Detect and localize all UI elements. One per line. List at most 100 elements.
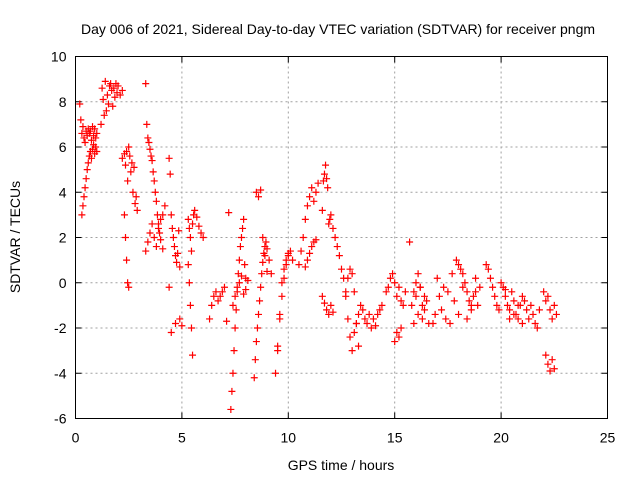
data-point <box>327 301 335 309</box>
data-point <box>132 193 140 201</box>
data-point <box>148 157 156 165</box>
data-point <box>420 306 428 314</box>
x-axis-title: GPS time / hours <box>288 457 395 473</box>
data-point <box>503 301 511 309</box>
data-point <box>389 270 397 278</box>
data-point <box>199 234 207 241</box>
data-point <box>229 369 237 377</box>
data-point <box>523 306 531 314</box>
data-point <box>149 168 157 176</box>
data-point <box>174 249 182 257</box>
data-point <box>297 247 305 255</box>
data-point <box>326 215 334 223</box>
data-point <box>151 188 159 196</box>
data-point <box>461 279 469 287</box>
data-point <box>501 286 509 294</box>
data-point <box>544 360 552 368</box>
data-point <box>252 188 260 196</box>
data-point <box>111 93 119 101</box>
data-point <box>123 148 131 156</box>
data-point <box>280 265 288 273</box>
data-point <box>474 301 482 309</box>
data-point <box>363 319 371 327</box>
data-point <box>548 356 556 364</box>
data-point <box>272 369 280 377</box>
data-point <box>465 297 473 305</box>
data-point <box>175 227 183 235</box>
data-point <box>178 322 186 330</box>
data-point <box>189 220 197 228</box>
data-point <box>508 288 516 296</box>
data-point <box>154 224 162 232</box>
data-point <box>265 256 273 264</box>
data-point <box>493 301 501 309</box>
data-point <box>312 188 320 196</box>
data-point <box>410 288 418 296</box>
data-point <box>276 310 284 318</box>
x-tick-label: 0 <box>72 430 80 446</box>
data-point <box>84 159 92 167</box>
data-point <box>168 224 176 232</box>
data-point <box>282 256 290 264</box>
data-point <box>142 80 150 88</box>
data-point <box>518 319 526 327</box>
y-tick-label: -4 <box>54 365 67 381</box>
data-point <box>125 143 133 151</box>
data-point <box>550 365 558 373</box>
data-point <box>191 206 199 214</box>
data-point <box>444 288 452 296</box>
data-point <box>372 322 380 330</box>
grid-lines <box>75 56 608 419</box>
data-point <box>91 125 99 133</box>
data-point <box>329 224 337 232</box>
data-point <box>325 220 333 228</box>
data-point <box>314 179 322 187</box>
data-point <box>455 261 463 269</box>
data-point <box>259 258 267 266</box>
data-point <box>318 292 326 300</box>
y-tick-label: 6 <box>59 139 67 155</box>
data-point <box>93 148 101 156</box>
data-point <box>114 82 122 90</box>
y-tick-label: 10 <box>51 49 67 65</box>
data-point <box>242 286 250 294</box>
data-point <box>206 315 214 323</box>
data-point <box>167 211 175 219</box>
y-tick-labels: -6 -4 -2 0 2 4 6 8 10 <box>51 49 67 427</box>
data-point <box>257 283 265 291</box>
data-point <box>187 247 195 255</box>
data-point <box>227 405 235 413</box>
data-point <box>459 283 467 291</box>
data-point <box>208 301 216 309</box>
data-point <box>542 297 550 305</box>
data-point <box>263 267 271 275</box>
x-tick-label: 15 <box>387 430 403 446</box>
data-point <box>185 279 193 287</box>
data-point <box>159 245 167 253</box>
data-point <box>308 243 316 251</box>
data-point <box>391 338 399 346</box>
data-point <box>92 143 100 151</box>
data-point <box>241 261 249 269</box>
data-point <box>529 310 537 318</box>
data-point <box>122 234 130 241</box>
data-point <box>142 247 150 255</box>
data-point <box>102 107 110 115</box>
data-point <box>352 319 360 327</box>
data-point <box>144 238 152 246</box>
chart-title: Day 006 of 2021, Sidereal Day-to-day VTE… <box>81 21 595 37</box>
data-point <box>97 120 105 128</box>
data-point <box>531 319 539 327</box>
data-point <box>165 154 173 162</box>
data-point <box>397 297 405 305</box>
data-point <box>510 297 518 305</box>
data-point <box>176 263 184 271</box>
data-point <box>469 292 477 300</box>
data-point <box>210 292 218 300</box>
data-point <box>228 387 236 395</box>
data-point <box>467 301 475 309</box>
data-point <box>514 315 522 323</box>
data-point <box>495 306 503 314</box>
data-point <box>448 270 456 278</box>
data-point <box>455 310 463 318</box>
